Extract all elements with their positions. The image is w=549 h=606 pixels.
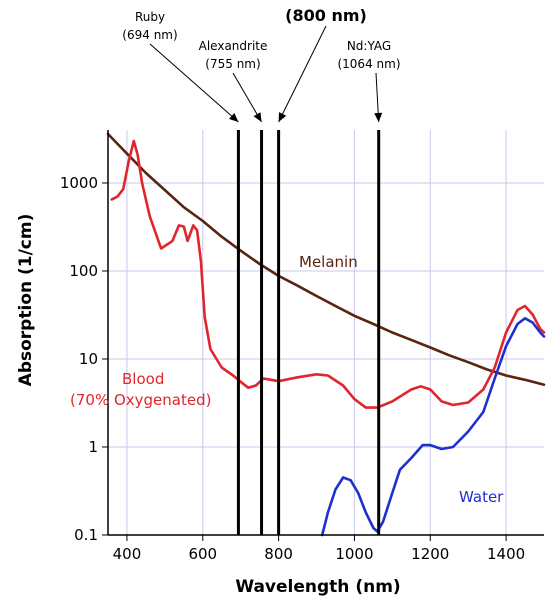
blood-series-label: Blood: [122, 370, 164, 388]
laser-lines: [149, 25, 383, 535]
melanin-series-label: Melanin: [299, 253, 358, 271]
ruby-laser-name: Ruby: [135, 10, 165, 24]
laser-pointer-800-nm: [278, 25, 327, 123]
water-series-label: Water: [459, 488, 504, 506]
laser-pointer-694-nm: [149, 43, 239, 123]
water-curve: [320, 317, 546, 537]
grid: [108, 130, 544, 535]
blood-curve: [110, 139, 546, 409]
x-axis-title: Wavelength (nm): [235, 577, 400, 597]
laser-pointer-755-nm: [232, 72, 262, 123]
x-tick-label-1400: 1400: [487, 545, 525, 563]
ndyag-laser-wavelength: (1064 nm): [337, 57, 400, 71]
alexandrite-laser-name: Alexandrite: [199, 39, 268, 53]
laser-arrowhead-800-nm: [278, 112, 287, 122]
alexandrite-laser-wavelength: (755 nm): [205, 57, 260, 71]
y-tick-label-10: 10: [79, 350, 98, 368]
y-tick-label-100: 100: [69, 262, 98, 280]
laser-arrowhead-755-nm: [253, 112, 262, 122]
x-tick-label-400: 400: [113, 545, 142, 563]
ndyag-laser-name: Nd:YAG: [347, 39, 391, 53]
y-axis-title: Absorption (1/cm): [16, 214, 36, 387]
x-tick-label-600: 600: [188, 545, 217, 563]
x-tick-label-1000: 1000: [335, 545, 373, 563]
axes: 400 600 800 1000 1200 1400 0.1 1 10 100 1000: [60, 130, 544, 563]
x-tick-label-800: 800: [264, 545, 293, 563]
y-tick-label-1: 1: [88, 438, 98, 456]
y-tick-label-0-1: 0.1: [74, 526, 98, 544]
blood-series-label-note: (70% Oxygenated): [70, 391, 211, 409]
x-tick-label-1200: 1200: [411, 545, 449, 563]
diode-laser-wavelength: (800 nm): [285, 6, 367, 25]
melanin-curve: [106, 132, 546, 386]
laser-arrowhead-1064-nm: [374, 112, 383, 122]
laser-arrowhead-694-nm: [229, 113, 239, 122]
series-lines: [106, 132, 546, 537]
ruby-laser-wavelength: (694 nm): [122, 28, 177, 42]
y-tick-label-1000: 1000: [60, 174, 98, 192]
